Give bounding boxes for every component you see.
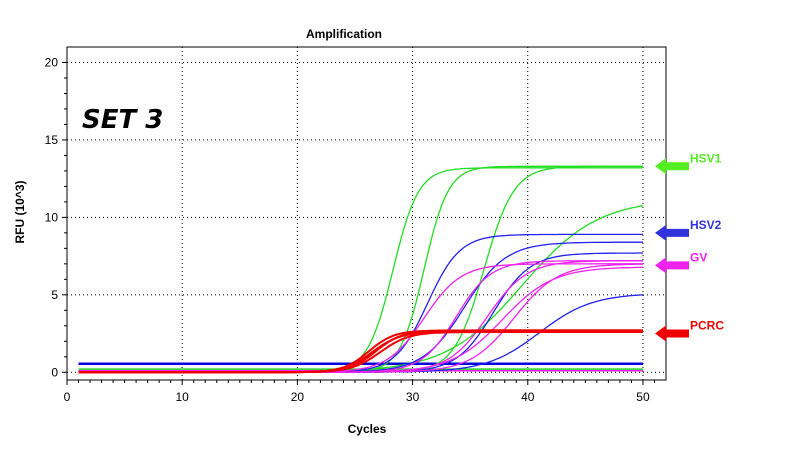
amplification-curve-hsv1	[78, 165, 643, 373]
x-tick-label: 50	[636, 390, 650, 404]
legend-label-hsv2: HSV2	[690, 218, 722, 232]
amplification-curve-hsv2	[78, 241, 643, 373]
set-annotation: SET 3	[82, 105, 163, 135]
legend-arrow-pcrc	[655, 325, 689, 342]
axis-ticks: 0 10 20 30 40 50 0 5 10 15 20	[45, 55, 655, 404]
amplification-curve-pcrc	[78, 329, 643, 374]
x-tick-label: 20	[291, 390, 305, 404]
amplification-curve-pcrc	[78, 329, 643, 374]
plot-area	[78, 165, 644, 374]
x-tick-label: 10	[176, 390, 190, 404]
legend-arrow-hsv1	[655, 158, 689, 175]
amplification-curve-gv	[78, 263, 644, 373]
y-tick-label: 10	[45, 210, 59, 224]
amplification-curve-pcrc	[78, 331, 643, 374]
amplification-curve-pcrc	[78, 331, 643, 374]
y-tick-label: 15	[45, 133, 59, 147]
x-tick-label: 0	[64, 390, 71, 404]
x-tick-label: 40	[521, 390, 535, 404]
y-tick-label: 0	[51, 365, 58, 379]
x-tick-label: 30	[406, 390, 420, 404]
y-tick-label: 5	[51, 288, 58, 302]
legend: HSV1 HSV2 GV PCRC	[655, 151, 724, 342]
legend-label-gv: GV	[690, 250, 707, 264]
legend-label-hsv1: HSV1	[690, 151, 722, 165]
amplification-curve-hsv2	[78, 252, 643, 373]
y-tick-label: 20	[45, 55, 59, 69]
amplification-curve-hsv1	[78, 165, 643, 373]
amplification-curve-hsv2	[78, 233, 643, 373]
amplification-curve-hsv1	[78, 205, 644, 373]
amplification-curve-hsv1	[78, 167, 643, 373]
legend-arrow-hsv2	[655, 224, 689, 241]
x-axis-label: Cycles	[348, 422, 387, 436]
amplification-curve-gv	[78, 263, 643, 373]
legend-label-pcrc: PCRC	[690, 319, 724, 333]
legend-arrow-gv	[655, 257, 689, 274]
chart-title: Amplification	[306, 27, 382, 41]
y-axis-label: RFU (10^3)	[13, 180, 27, 243]
